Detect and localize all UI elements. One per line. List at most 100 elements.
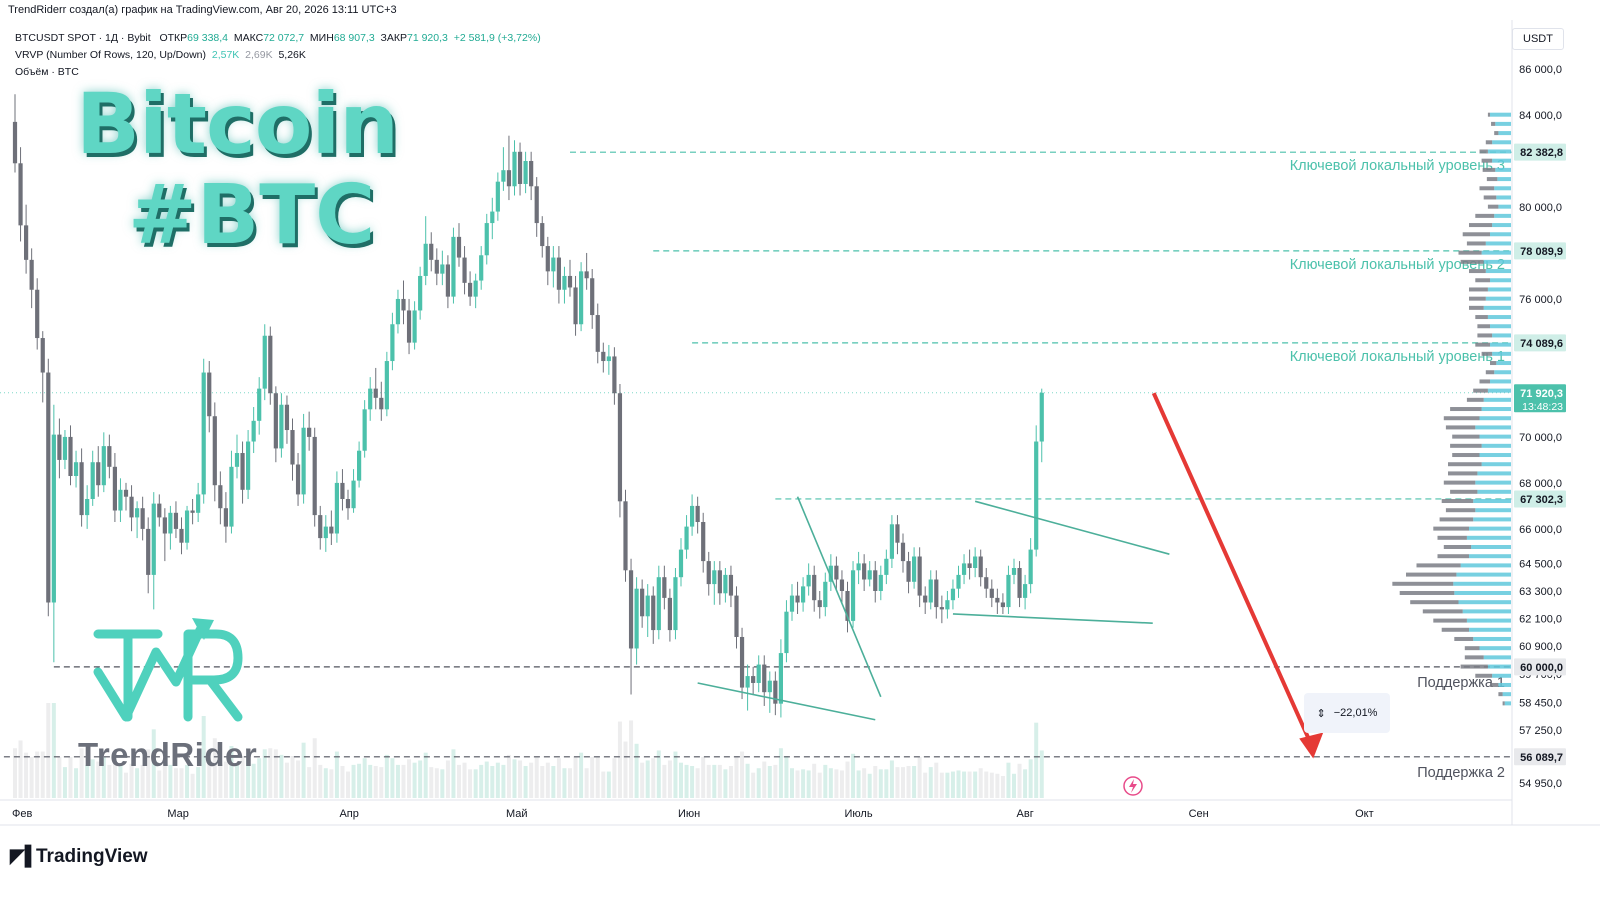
volume-profile-up — [1485, 269, 1511, 274]
volume-profile-down — [1441, 499, 1474, 504]
candle-body — [151, 503, 156, 575]
volume-bar — [617, 721, 622, 798]
volume-profile-up — [1483, 305, 1511, 310]
candle-body — [362, 409, 367, 451]
price-tag-label: 71 920,3 — [1520, 388, 1563, 400]
candle-body — [628, 570, 634, 649]
volume-profile-down — [1475, 342, 1490, 347]
candle-body — [112, 466, 117, 511]
volume-bar — [518, 760, 523, 798]
volume-profile-down — [1486, 177, 1498, 182]
volume-bar — [684, 764, 689, 798]
volume-bar — [795, 770, 800, 798]
volume-profile-up — [1469, 526, 1511, 531]
volume-profile-up — [1490, 379, 1511, 384]
volume-profile-down — [1481, 351, 1493, 356]
candle-body — [146, 528, 151, 575]
candle-body — [501, 170, 506, 182]
volume-bar — [129, 763, 134, 798]
volume-bar — [201, 716, 206, 798]
volume-bar — [451, 749, 456, 798]
volume-legend[interactable]: Объём · BTC — [15, 66, 79, 78]
volume-profile-up — [1492, 223, 1511, 228]
volume-profile-up — [1473, 636, 1511, 641]
volume-bar — [1039, 750, 1044, 798]
candle-body — [856, 563, 861, 571]
volume-bar — [140, 764, 145, 798]
volume-profile-up — [1504, 701, 1511, 706]
volume-bar — [490, 766, 495, 798]
volume-bar — [989, 772, 994, 798]
volume-bar — [362, 758, 367, 798]
volume-bar — [1000, 776, 1005, 798]
x-tick-label: Авг — [1017, 808, 1034, 820]
candle-body — [35, 289, 40, 339]
volume-profile-up — [1483, 655, 1511, 660]
volume-profile-down — [1475, 278, 1490, 283]
volume-profile-down — [1422, 609, 1463, 614]
x-tick-label: Июн — [678, 808, 700, 820]
price-tag-countdown: 13:48:23 — [1522, 401, 1563, 413]
volume-bar — [590, 757, 595, 798]
volume-bar — [934, 762, 939, 798]
candle-body — [695, 505, 700, 523]
candle-body — [79, 462, 84, 516]
volume-bar — [645, 760, 650, 798]
volume-profile-down — [1475, 673, 1493, 678]
candle-body — [823, 581, 828, 608]
candle-body — [90, 462, 95, 500]
volume-profile-down — [1464, 655, 1484, 660]
measure-tool-label[interactable]: ⇕ −22,01% — [1304, 693, 1390, 733]
candle-body — [334, 482, 339, 534]
lightning-icon[interactable] — [1122, 775, 1144, 797]
vrvp-legend[interactable]: VRVP (Number Of Rows, 120, Up/Down) 2,57… — [15, 49, 306, 61]
volume-profile-down — [1433, 618, 1467, 623]
volume-bar — [334, 751, 339, 798]
volume-bar — [24, 752, 29, 798]
symbol-legend[interactable]: BTCUSDT SPOT · 1Д · Bybit ОТКР69 338,4 М… — [15, 32, 541, 44]
volume-profile-down — [1445, 425, 1476, 430]
volume-profile-down — [1399, 590, 1455, 595]
volume-bar — [912, 766, 917, 798]
candle-body — [667, 597, 672, 631]
candle-body — [40, 338, 45, 373]
volume-bar — [68, 757, 73, 798]
volume-bar — [457, 764, 461, 798]
candle-body — [845, 590, 850, 621]
volume-profile-up — [1469, 554, 1511, 559]
volume-profile-down — [1448, 471, 1478, 476]
volume-bar — [745, 763, 750, 798]
candle-body — [828, 565, 833, 582]
trendrider-logo — [93, 618, 243, 722]
volume-bar — [373, 766, 378, 798]
price-tag-label: 60 000,0 — [1520, 662, 1563, 674]
volume-profile-down — [1469, 223, 1493, 228]
volume-bar — [962, 771, 967, 798]
open-value: 69 338,4 — [187, 32, 229, 44]
volume-profile-down — [1466, 397, 1484, 402]
volume-profile-down — [1410, 600, 1459, 605]
volume-profile-up — [1479, 453, 1511, 458]
candle-body — [262, 335, 267, 389]
tradingview-logo[interactable]: ◤▌TradingView — [10, 846, 148, 867]
volume-profile-up — [1481, 250, 1511, 255]
candle-body — [767, 680, 772, 693]
volume-profile-down — [1469, 296, 1486, 301]
candle-body — [440, 264, 445, 274]
volume-profile-down — [1479, 186, 1495, 191]
y-tick-label: 60 900,0 — [1519, 641, 1562, 653]
volume-profile-down — [1439, 517, 1474, 522]
candle-body — [24, 225, 29, 260]
price-axis: 86 000,0 84 000,0 80 000,0 76 000,0 70 000,0… — [1511, 20, 1562, 825]
candle-body — [268, 335, 273, 394]
candle-body — [884, 558, 889, 575]
volume-bar — [556, 758, 561, 798]
volume-profile-up — [1487, 315, 1511, 320]
vrvp-down: 2,69K — [245, 49, 273, 61]
candle-body — [789, 595, 795, 612]
currency-button[interactable]: USDT — [1512, 28, 1564, 50]
brand-title-line1: Bitcoin — [76, 75, 399, 173]
candle-body — [479, 255, 484, 281]
volume-bar — [351, 764, 356, 798]
